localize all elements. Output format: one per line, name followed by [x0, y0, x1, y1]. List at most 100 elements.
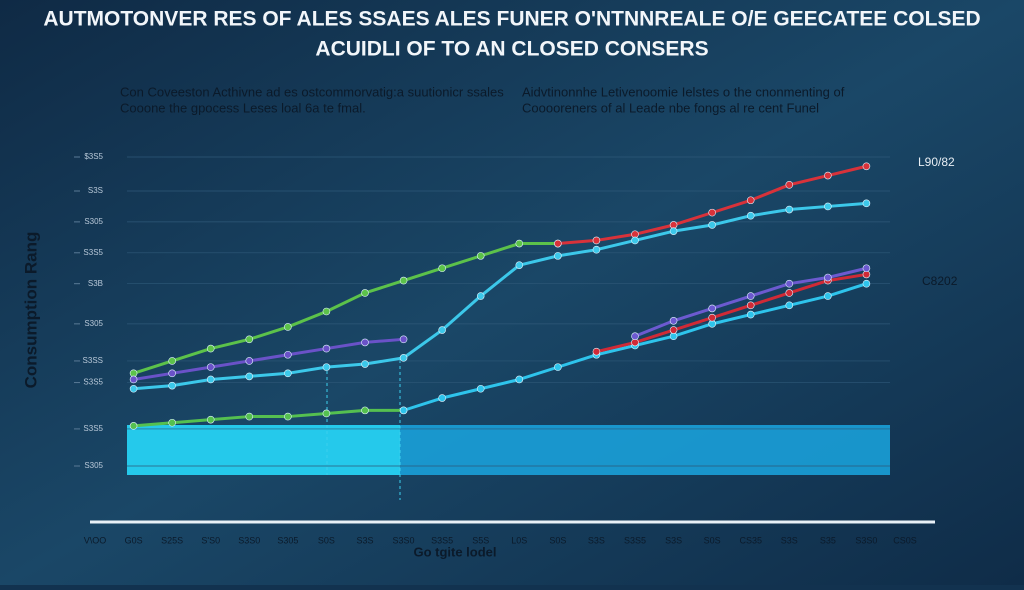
y-tick-label: S3S5 [83, 248, 103, 257]
x-tick-label: S0S [318, 535, 335, 545]
point [206, 363, 215, 371]
point [592, 347, 601, 356]
point [746, 196, 755, 205]
point [322, 344, 331, 353]
point [284, 369, 292, 378]
point [592, 236, 601, 245]
chart-subtitle: ACUIDLI OF TO AN CLOSED CONSERS [315, 38, 708, 61]
x-tick-label: S25S [161, 535, 183, 545]
x-tick-label: S3S [781, 535, 798, 545]
end-label: C8202 [922, 274, 958, 288]
x-tick-label: S305 [277, 535, 298, 545]
point [746, 211, 755, 220]
series-line [133, 201, 867, 391]
point [785, 205, 794, 214]
point [824, 292, 832, 300]
point [785, 279, 794, 288]
point [168, 381, 176, 390]
point [746, 310, 755, 319]
point [785, 181, 794, 189]
point [631, 236, 639, 245]
point [708, 208, 716, 217]
point [361, 360, 369, 368]
x-tick-label: S'S0 [201, 535, 220, 545]
point [785, 289, 794, 297]
x-tick-label: G0S [125, 535, 143, 545]
point [554, 239, 562, 248]
note: Cooone the gpocess Leses loal 6a te fmal… [120, 100, 366, 115]
y-tick-label: S305 [84, 217, 103, 226]
x-tick-label: S3S0 [855, 535, 877, 545]
point [592, 245, 601, 254]
point [168, 357, 176, 365]
point [824, 171, 832, 180]
point [669, 227, 678, 235]
point [669, 316, 678, 325]
point [554, 252, 562, 260]
x-tick-label: S3S5 [624, 535, 646, 545]
x-tick-label: CS35 [739, 535, 762, 545]
point [515, 239, 524, 248]
y-tick-label: S305 [84, 461, 103, 470]
x-tick-label: S5S [472, 535, 489, 545]
series-line [133, 408, 404, 428]
point [399, 406, 408, 415]
y-axis-label: Consumption Rang [21, 232, 40, 389]
point [438, 326, 446, 334]
point [284, 350, 292, 359]
point [284, 412, 292, 421]
point [129, 375, 138, 384]
point [245, 335, 254, 344]
y-tick-label: S3S [88, 186, 103, 195]
end-label: L90/82 [918, 155, 955, 169]
x-tick-label: L0S [511, 535, 527, 545]
point [708, 313, 716, 322]
series-line [133, 242, 558, 375]
point [515, 261, 524, 269]
point [361, 338, 369, 347]
point [206, 375, 215, 384]
point [438, 394, 446, 402]
point [708, 221, 716, 229]
note: Con Coveeston Acthivne ad es ostcommorva… [120, 84, 504, 99]
point [476, 384, 485, 393]
y-tick-label: S3S5 [83, 424, 103, 433]
point [168, 369, 176, 378]
point [554, 363, 562, 371]
x-tick-label: S3S0 [238, 535, 260, 545]
point [708, 304, 716, 313]
point [245, 412, 254, 421]
x-tick-label: S0S [549, 535, 566, 545]
y-tick-label: S3B [88, 279, 103, 288]
band-highlight [127, 425, 400, 475]
point [862, 162, 871, 171]
x-tick-label: CS0S [893, 535, 917, 545]
point [824, 202, 832, 211]
y-tick-label: $3S5 [84, 152, 103, 161]
chart-title: AUTMOTONVER RES OF ALES SSAES ALES FUNER… [43, 8, 980, 31]
point [476, 292, 485, 300]
y-tick-label: S3SS [83, 356, 103, 365]
point [438, 264, 446, 273]
x-tick-label: S3S [356, 535, 373, 545]
x-tick-label: V\OO [84, 535, 107, 545]
point [245, 357, 254, 365]
point [862, 199, 871, 208]
point [669, 326, 678, 334]
point [168, 418, 176, 427]
y-tick-label: S3S5 [83, 378, 103, 387]
point [322, 307, 331, 316]
point [746, 292, 755, 300]
point [206, 344, 215, 353]
point [322, 409, 331, 418]
x-tick-label: S35 [820, 535, 836, 545]
x-axis-label: Go tgite lodel [413, 544, 496, 559]
point [785, 301, 794, 310]
series-line [596, 272, 867, 354]
point [631, 332, 639, 341]
point [399, 354, 408, 362]
point [129, 384, 138, 393]
point [862, 279, 871, 288]
